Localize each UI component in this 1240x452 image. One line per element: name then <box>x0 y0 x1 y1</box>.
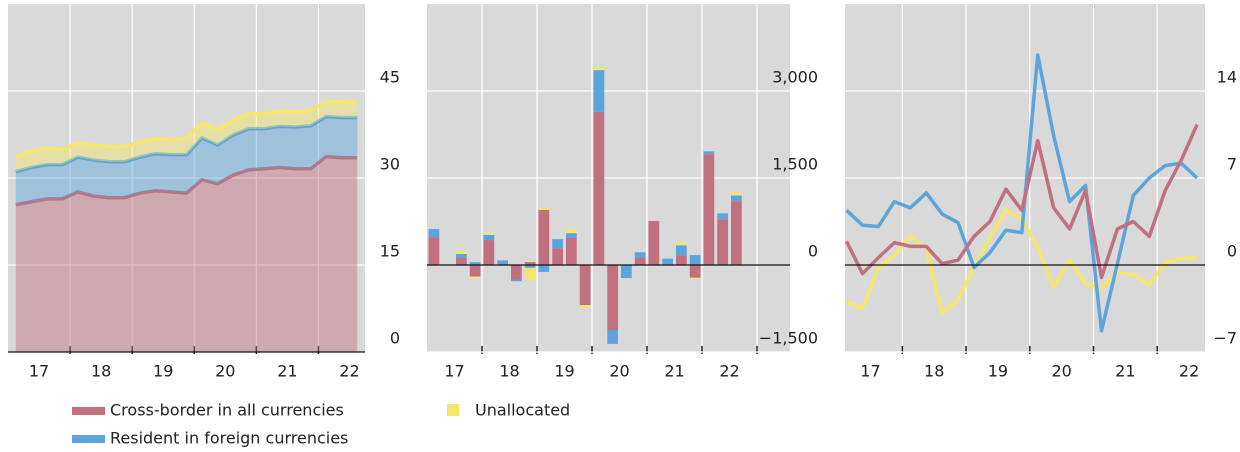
y-tick-label: 45 <box>380 68 400 87</box>
x-tick-label: 22 <box>1179 362 1199 381</box>
bar <box>483 232 495 235</box>
bar <box>593 70 605 112</box>
x-tick-label: 21 <box>277 362 297 381</box>
bar <box>428 237 440 265</box>
x-tick-label: 19 <box>554 362 574 381</box>
x-tick-label: 17 <box>860 362 880 381</box>
y-tick-label: 7 <box>1227 155 1237 174</box>
bar <box>579 305 591 308</box>
bar <box>593 111 605 265</box>
area <box>15 101 358 172</box>
legend-swatch <box>447 404 459 416</box>
bar <box>593 67 605 71</box>
bar <box>456 258 467 265</box>
bar <box>689 265 701 278</box>
y-tick-label: 0 <box>808 242 818 261</box>
bar <box>524 267 536 280</box>
bar <box>676 255 687 265</box>
bar <box>621 265 632 279</box>
bar <box>717 213 728 220</box>
bar <box>566 229 577 234</box>
x-tick-label: 17 <box>29 362 49 381</box>
y-tick-label: −1,500 <box>759 329 818 348</box>
area-edge <box>15 154 358 207</box>
bar <box>469 262 481 265</box>
x-tick-label: 20 <box>609 362 629 381</box>
bar <box>634 252 646 259</box>
bar <box>497 260 508 265</box>
bar <box>703 151 715 155</box>
bar <box>469 265 481 277</box>
bar <box>662 258 673 265</box>
bar <box>731 192 742 196</box>
x-tick-label: 20 <box>1051 362 1071 381</box>
bar <box>483 234 495 241</box>
x-tick-label: 22 <box>339 362 359 381</box>
bar <box>676 245 687 256</box>
bar <box>703 154 715 265</box>
legend-swatch <box>72 407 105 415</box>
legend-label: Cross-border in all currencies <box>110 401 344 420</box>
y-tick-label: 1,500 <box>772 155 818 174</box>
bar <box>483 240 495 265</box>
y-tick-label: 0 <box>390 329 400 348</box>
y-tick-label: 30 <box>380 155 400 174</box>
bar <box>731 195 742 202</box>
y-tick-label: 14 <box>1217 68 1237 87</box>
legend-label: Unallocated <box>475 401 570 420</box>
bar <box>469 276 481 279</box>
bar <box>428 229 440 238</box>
bar <box>607 329 618 344</box>
x-tick-label: 18 <box>924 362 944 381</box>
bar <box>524 265 536 268</box>
bar <box>566 233 577 239</box>
bar <box>538 265 550 272</box>
area <box>15 116 358 205</box>
bar <box>579 265 591 306</box>
x-tick-label: 19 <box>153 362 173 381</box>
bar <box>511 279 522 282</box>
bar <box>731 201 742 265</box>
bar <box>538 209 550 265</box>
bar <box>717 219 728 265</box>
x-tick-label: 22 <box>719 362 739 381</box>
x-tick-label: 21 <box>664 362 684 381</box>
bar <box>566 238 577 265</box>
area <box>15 156 358 352</box>
x-tick-label: 20 <box>215 362 235 381</box>
line <box>845 53 1199 333</box>
bar <box>552 248 563 265</box>
x-tick-label: 18 <box>91 362 111 381</box>
y-tick-label: 0 <box>1227 242 1237 261</box>
bar <box>456 253 467 259</box>
area-edge <box>15 114 358 174</box>
line <box>845 123 1199 280</box>
area-edge <box>15 99 358 159</box>
bar <box>648 220 660 265</box>
bar <box>634 258 646 265</box>
bar <box>689 277 701 279</box>
bar <box>607 265 618 330</box>
x-tick-label: 17 <box>444 362 464 381</box>
bar <box>524 262 536 265</box>
bar <box>552 239 563 249</box>
y-tick-label: 15 <box>380 242 400 261</box>
legend-swatch <box>72 435 105 443</box>
y-tick-label: −7 <box>1213 329 1237 348</box>
bar <box>538 207 550 210</box>
bar <box>511 265 522 280</box>
x-tick-label: 19 <box>988 362 1008 381</box>
y-tick-label: 3,000 <box>772 68 818 87</box>
bar <box>689 255 701 265</box>
bar <box>456 251 467 254</box>
x-tick-label: 18 <box>499 362 519 381</box>
legend-label: Resident in foreign currencies <box>110 429 348 448</box>
x-tick-label: 21 <box>1115 362 1135 381</box>
bar <box>676 242 687 246</box>
